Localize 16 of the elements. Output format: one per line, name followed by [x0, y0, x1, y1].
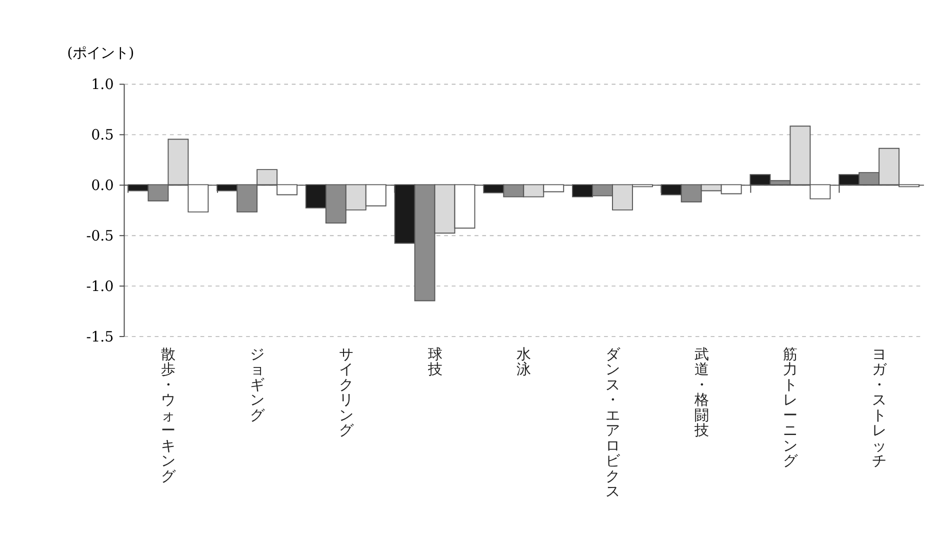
y-tick-label: 1.0 — [91, 77, 114, 94]
y-axis-title: (ポイント) — [67, 46, 134, 62]
y-tick-label: 0.5 — [91, 127, 114, 144]
x-tick-label: ヨガ・ストレッチ — [872, 346, 888, 470]
category-label: 散歩・ウォーキング — [161, 346, 176, 485]
category-label: ダンス・エアロビクス — [605, 346, 620, 500]
y-tick-label: -1.5 — [86, 329, 114, 346]
x-tick-label: 球技 — [426, 346, 442, 378]
x-tick-label: 武道・格闘技 — [693, 346, 708, 440]
x-tick-label: サイクリング — [338, 346, 354, 440]
y-tick-label: 0.0 — [91, 178, 114, 194]
x-tick-label: ジョギング — [250, 346, 266, 424]
y-tick-label: -1.0 — [86, 278, 114, 295]
x-tick-label: 筋力トレーニング — [783, 346, 798, 470]
x-tick-label: 水泳 — [516, 346, 531, 378]
y-tick-label: -0.5 — [86, 228, 114, 244]
